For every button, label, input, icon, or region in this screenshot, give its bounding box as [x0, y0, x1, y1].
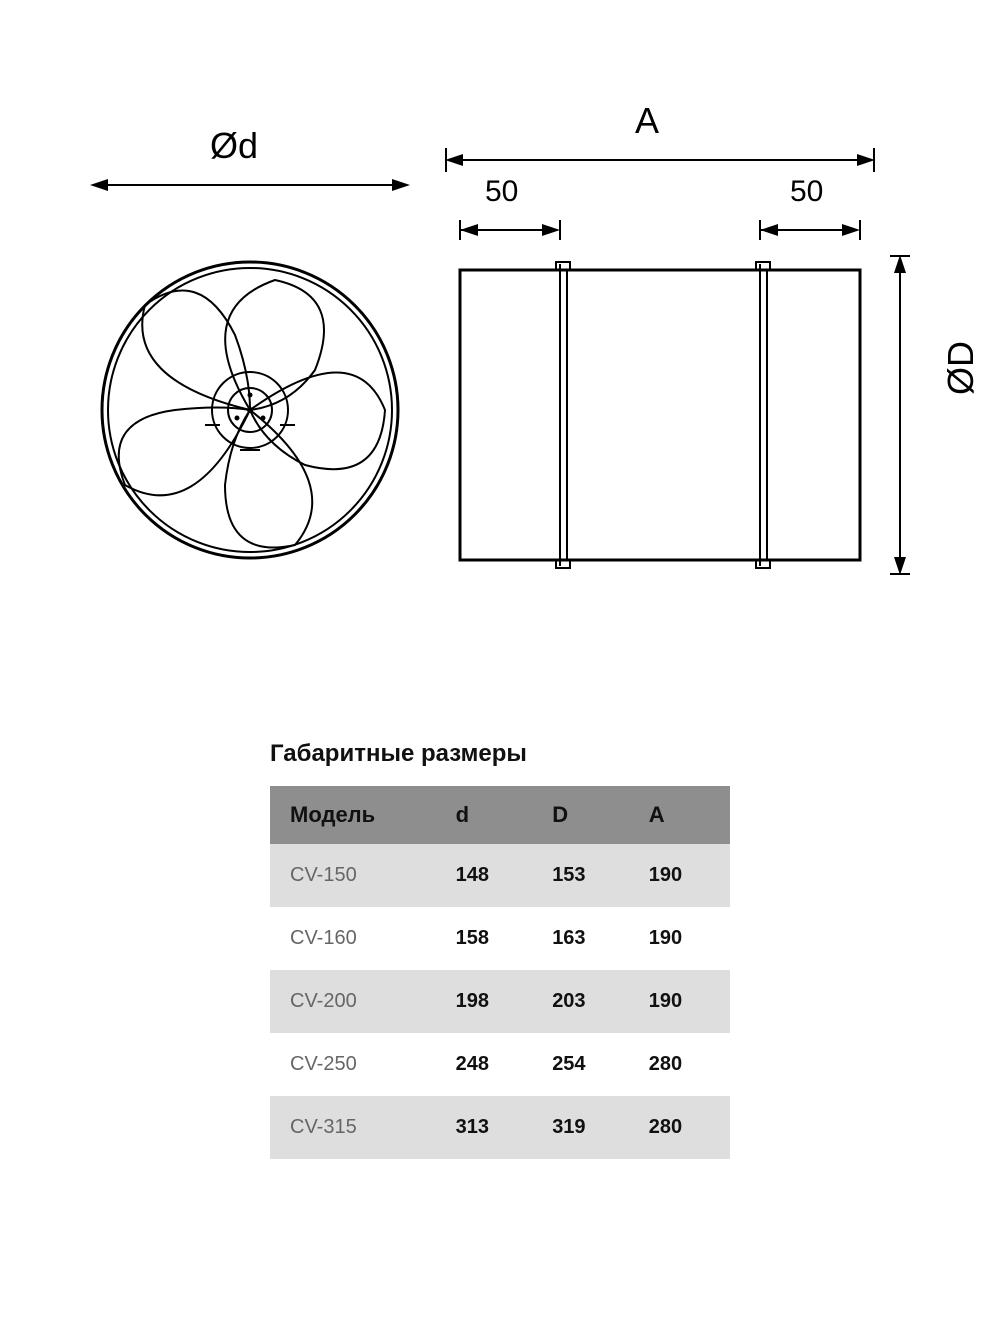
- label-a: A: [635, 100, 659, 142]
- dimensions-table-section: Габаритные размеры МодельdDA CV-15014815…: [270, 740, 730, 1159]
- table-row: CV-315313319280: [270, 1096, 730, 1159]
- label-d: Ød: [210, 125, 258, 167]
- label-50-left: 50: [485, 175, 518, 209]
- value-cell: 153: [532, 844, 629, 907]
- arrows-50: [445, 215, 875, 245]
- model-cell: CV-150: [270, 844, 436, 907]
- value-cell: 313: [436, 1096, 533, 1159]
- fan-side-view: [452, 260, 872, 570]
- model-cell: CV-250: [270, 1033, 436, 1096]
- value-cell: 203: [532, 970, 629, 1033]
- table-header-cell: A: [629, 786, 730, 844]
- model-cell: CV-315: [270, 1096, 436, 1159]
- table-row: CV-250248254280: [270, 1033, 730, 1096]
- value-cell: 254: [532, 1033, 629, 1096]
- arrow-big-d: [885, 255, 915, 575]
- value-cell: 163: [532, 907, 629, 970]
- technical-diagram: Ød A: [90, 130, 910, 630]
- table-header-cell: D: [532, 786, 629, 844]
- value-cell: 319: [532, 1096, 629, 1159]
- table-row: CV-150148153190: [270, 844, 730, 907]
- value-cell: 148: [436, 844, 533, 907]
- table-header-cell: Модель: [270, 786, 436, 844]
- fan-front-view: [90, 250, 410, 570]
- value-cell: 190: [629, 907, 730, 970]
- value-cell: 280: [629, 1096, 730, 1159]
- value-cell: 280: [629, 1033, 730, 1096]
- table-row: CV-160158163190: [270, 907, 730, 970]
- model-cell: CV-200: [270, 970, 436, 1033]
- label-big-d: ØD: [940, 341, 982, 395]
- table-title: Габаритные размеры: [270, 740, 730, 768]
- value-cell: 190: [629, 970, 730, 1033]
- label-50-right: 50: [790, 175, 823, 209]
- value-cell: 198: [436, 970, 533, 1033]
- model-cell: CV-160: [270, 907, 436, 970]
- table-row: CV-200198203190: [270, 970, 730, 1033]
- value-cell: 190: [629, 844, 730, 907]
- dimensions-table: МодельdDA CV-150148153190CV-160158163190…: [270, 786, 730, 1159]
- table-header-row: МодельdDA: [270, 786, 730, 844]
- value-cell: 248: [436, 1033, 533, 1096]
- arrow-d: [90, 170, 410, 200]
- value-cell: 158: [436, 907, 533, 970]
- arrow-a: [445, 145, 875, 175]
- table-header-cell: d: [436, 786, 533, 844]
